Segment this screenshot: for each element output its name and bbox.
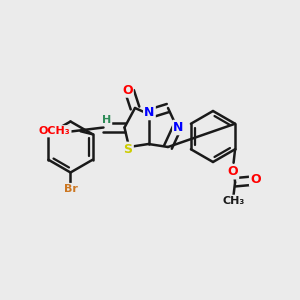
Text: Br: Br (64, 184, 77, 194)
Text: CH₃: CH₃ (223, 196, 245, 206)
Text: N: N (173, 121, 184, 134)
Text: O: O (122, 83, 133, 97)
Text: O: O (227, 165, 238, 178)
Text: OCH₃: OCH₃ (39, 126, 70, 136)
Text: H: H (102, 115, 111, 125)
Text: N: N (144, 106, 154, 119)
Text: O: O (250, 173, 261, 186)
Text: S: S (124, 143, 133, 156)
